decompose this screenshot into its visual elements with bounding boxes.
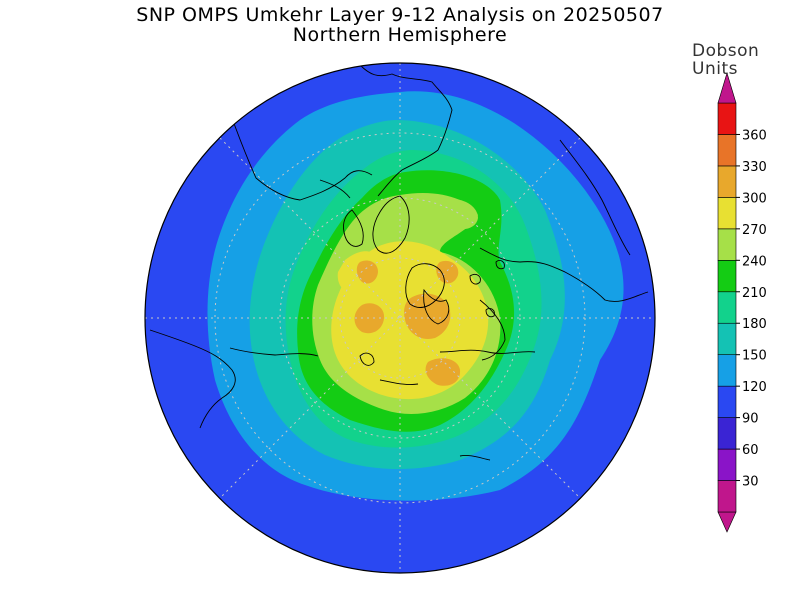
band-300-330-a [404,293,451,339]
colorbar-tick-label: 90 [742,412,759,427]
band-300-330-d [356,260,378,284]
colorbar-tick-label: 180 [742,317,767,332]
colorbar-over-arrow [717,71,737,104]
colorbar-tick-label: 360 [742,128,767,143]
colorbar-under-arrow [717,511,737,533]
colorbar-band [717,448,737,481]
map-title: SNP OMPS Umkehr Layer 9-12 Analysis on 2… [136,4,664,26]
colorbar-tick-label: 330 [742,160,767,175]
legend-title-units: Units [692,59,738,79]
colorbar-tick-label: 60 [742,443,759,458]
colorbar-tick-label: 150 [742,349,767,364]
colorbar-band [717,417,737,450]
colorbar-band [717,134,737,167]
colorbar-tick-label: 300 [742,191,767,206]
colorbar-band [717,102,737,135]
colorbar-tick-label: 210 [742,286,767,301]
colorbar-tick-label: 270 [742,223,767,238]
band-240-270-blob [436,198,478,230]
colorbar-tick-label: 240 [742,254,767,269]
colorbar-band [717,385,737,418]
colorbar-band [717,260,737,293]
colorbar-band [717,354,737,387]
colorbar-band [717,322,737,355]
colorbar-band [717,228,737,261]
colorbar-bands [717,71,737,533]
coastlines [149,64,649,461]
band-300-330-e [436,260,459,284]
graticule [145,63,655,573]
colorbar-tick-label: 30 [742,475,759,490]
colorbar-band [717,480,737,513]
colorbar-band [717,165,737,198]
legend-title-dobson: Dobson [692,41,760,61]
map-subtitle: Northern Hemisphere [292,24,508,46]
colorbar-band [717,291,737,324]
colorbar-tick-label: 120 [742,380,767,395]
map-boundary [144,62,656,574]
colorbar-band [717,197,737,230]
colorbar-ticks: 30 60 90 120 150 180 210 240 270 300 330 360 [736,128,767,490]
band-300-330-c [425,358,461,386]
band-300-330-b [354,303,385,334]
